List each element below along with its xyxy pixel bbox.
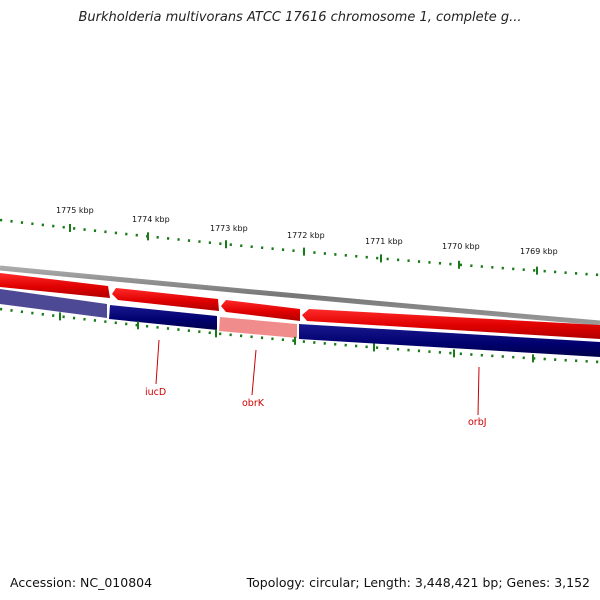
outer-tick-ring (0, 218, 600, 277)
accession-text: Accession: NC_010804 (10, 575, 153, 590)
forward-strand-track (0, 273, 600, 339)
tick-label-1775: 1775 kbp (56, 206, 94, 215)
forward-feature-3 (221, 300, 300, 321)
gene-block-orbJ (299, 324, 600, 357)
forward-feature-1 (0, 273, 110, 298)
backbone-track (0, 265, 600, 326)
gene-label-obrK: obrK (242, 398, 265, 409)
tick-label-1769: 1769 kbp (520, 247, 558, 256)
callout-line-orbJ (477, 366, 480, 416)
tick-label-1770: 1770 kbp (442, 242, 480, 251)
gene-block-obrK (219, 317, 297, 338)
forward-feature-2 (112, 288, 219, 311)
gene-label-orbJ: orbJ (468, 417, 487, 428)
gene-block-iucD (109, 305, 217, 330)
tick-label-1773: 1773 kbp (210, 224, 248, 233)
map-title: Burkholderia multivorans ATCC 17616 chro… (78, 10, 522, 25)
gene-callouts: iucD obrK orbJ (145, 339, 487, 428)
tick-label-1771: 1771 kbp (365, 237, 403, 246)
callout-line-iucD (155, 339, 160, 385)
genome-summary-text: Topology: circular; Length: 3,448,421 bp… (246, 575, 590, 590)
callout-line-obrK (251, 349, 257, 396)
forward-feature-4 (302, 309, 600, 339)
tick-label-1772: 1772 kbp (287, 231, 325, 240)
inner-tick-ring (0, 307, 600, 364)
reverse-feature-1 (0, 289, 107, 318)
tick-label-1774: 1774 kbp (132, 215, 170, 224)
scale-labels: 1775 kbp 1774 kbp 1773 kbp 1772 kbp 1771… (56, 206, 558, 256)
gene-label-iucD: iucD (145, 387, 166, 398)
reverse-strand-track (0, 289, 600, 357)
